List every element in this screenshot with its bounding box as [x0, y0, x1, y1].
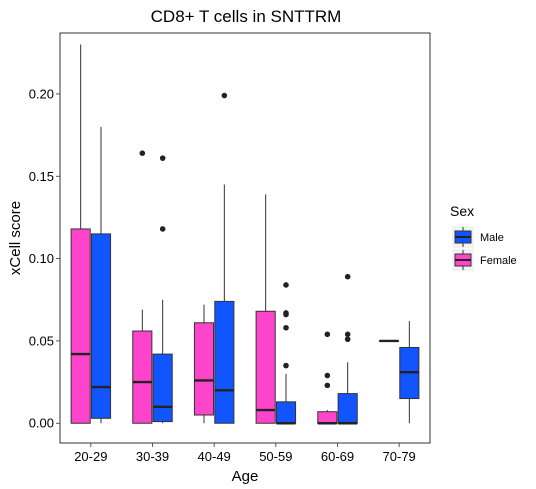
box-male-70-79	[399, 321, 420, 424]
box-body	[193, 322, 215, 416]
box-female-20-29	[70, 44, 91, 424]
x-tick-label: 60-69	[321, 449, 354, 464]
outlier-point	[139, 150, 146, 157]
y-tick-label: 0.05	[29, 333, 54, 348]
x-tick-label: 70-79	[383, 449, 416, 464]
outlier-point	[283, 324, 289, 331]
box-female-60-69	[317, 331, 338, 425]
legend-key-male	[452, 226, 474, 248]
box-body	[70, 228, 91, 424]
box-male-40-49	[214, 92, 235, 424]
box-body	[275, 401, 297, 424]
legend-label-female: Female	[480, 255, 517, 267]
outlier-point	[221, 92, 228, 99]
y-axis: 0.00 0.05 0.10 0.15 0.20	[29, 86, 60, 431]
box-body	[255, 310, 276, 424]
box-body	[132, 330, 153, 424]
x-axis-title: Age	[232, 468, 259, 485]
outlier-point	[324, 331, 331, 338]
x-tick-label: 30-39	[136, 449, 169, 464]
box-body	[214, 300, 235, 424]
box-male-50-59	[275, 282, 297, 425]
outlier-point	[344, 336, 351, 343]
outlier-point	[159, 155, 166, 161]
legend-label-male: Male	[480, 232, 504, 244]
outlier-point	[283, 282, 289, 288]
box-male-60-69	[337, 273, 358, 425]
box-male-30-39	[152, 155, 173, 424]
box-body	[317, 411, 338, 424]
y-tick-label: 0.15	[29, 169, 54, 184]
x-tick-label: 20-29	[74, 449, 107, 464]
outlier-point	[324, 382, 331, 389]
box-body	[152, 353, 173, 423]
box-female-30-39	[132, 150, 153, 424]
y-tick-label: 0.00	[29, 416, 54, 431]
box-male-20-29	[90, 126, 112, 424]
outlier-point	[283, 362, 289, 369]
box-body	[337, 393, 358, 424]
box-body	[90, 233, 112, 419]
boxes	[70, 44, 420, 425]
box-female-70-79	[378, 339, 400, 343]
outlier-point	[324, 372, 331, 379]
box-female-40-49	[193, 304, 215, 424]
x-tick-label: 50-59	[259, 449, 292, 464]
x-tick-label: 40-49	[198, 449, 231, 464]
outlier-point	[344, 273, 351, 280]
legend-key-female	[452, 249, 474, 271]
box-female-50-59	[255, 194, 276, 424]
plot-panel	[59, 32, 431, 444]
legend: Sex Male Female	[450, 203, 517, 271]
y-axis-title: xCell score	[7, 201, 24, 275]
chart-title: CD8+ T cells in SNTTRM	[151, 7, 342, 26]
x-axis: 20-29 30-39 40-49 50-59 60-69 70-79	[74, 443, 416, 464]
y-tick-label: 0.20	[29, 86, 54, 101]
outlier-point	[344, 331, 351, 338]
legend-title: Sex	[450, 203, 474, 219]
outlier-point	[283, 311, 289, 318]
outlier-point	[159, 226, 166, 232]
y-tick-label: 0.10	[29, 251, 54, 266]
